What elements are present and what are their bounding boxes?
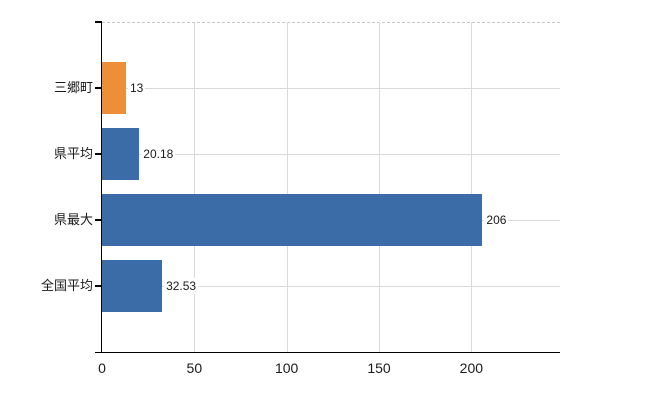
bar-value-label: 206 <box>484 212 509 228</box>
category-label-三郷町: 三郷町 <box>53 80 93 95</box>
y-axis-tick <box>95 87 102 89</box>
y-axis-tick <box>95 219 102 221</box>
x-tick-label-50: 50 <box>186 360 203 376</box>
category-label-県平均: 県平均 <box>53 146 93 161</box>
bar-県平均 <box>102 128 140 180</box>
plot-area: 13 20.18 206 32.53 <box>102 22 560 352</box>
y-axis-top-tick <box>95 21 102 23</box>
category-label-県最大: 県最大 <box>53 212 93 227</box>
plot-top-border <box>102 22 560 23</box>
bar-value-label: 20.18 <box>141 146 176 162</box>
x-tick-label-200: 200 <box>459 360 484 376</box>
bar-県最大 <box>102 194 483 246</box>
category-label-全国平均: 全国平均 <box>40 278 93 293</box>
vertical-gridline <box>194 22 196 352</box>
horizontal-gridline <box>102 285 560 287</box>
x-tick-label-100: 100 <box>274 360 299 376</box>
x-tick-label-150: 150 <box>367 360 391 376</box>
horizontal-gridline <box>102 153 560 155</box>
vertical-gridline <box>286 22 288 352</box>
bar-全国平均 <box>102 260 163 312</box>
bar-value-label: 13 <box>128 80 146 96</box>
y-axis-line <box>100 22 102 352</box>
bar-value-label: 32.53 <box>164 278 199 294</box>
horizontal-gridline <box>102 87 560 89</box>
vertical-gridline <box>471 22 473 352</box>
bar-三郷町 <box>102 62 126 114</box>
y-axis-tick <box>95 153 102 155</box>
y-axis-tick <box>95 285 102 287</box>
x-tick-label-0: 0 <box>98 360 106 376</box>
vertical-gridline <box>379 22 381 352</box>
x-axis-line <box>95 351 560 353</box>
